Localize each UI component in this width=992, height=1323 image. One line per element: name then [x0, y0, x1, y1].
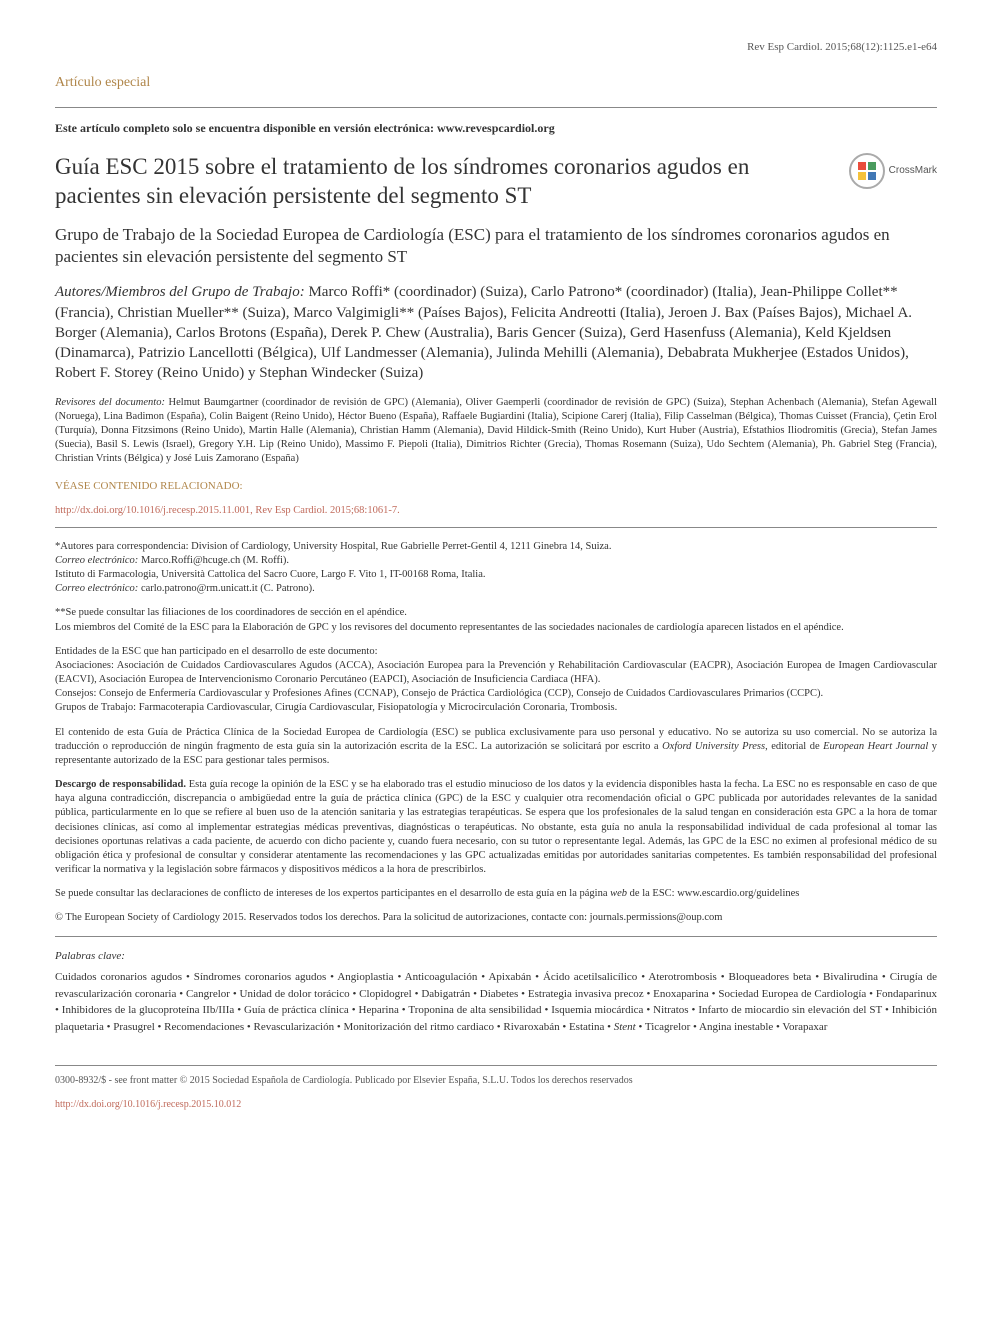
- reviewers-block: Revisores del documento: Helmut Baumgart…: [55, 396, 937, 467]
- crossmark-icon: [849, 153, 885, 189]
- authors-prefix: Autores/Miembros del Grupo de Trabajo:: [55, 284, 305, 300]
- disclaimer-text: Esta guía recoge la opinión de la ESC y …: [55, 779, 937, 875]
- content-notice-part4: European Heart Journal: [823, 741, 928, 752]
- authors-block: Autores/Miembros del Grupo de Trabajo: M…: [55, 282, 937, 383]
- entities-block: Entidades de la ESC que han participado …: [55, 645, 937, 716]
- affiliations-note: **Se puede consultar las filiaciones de …: [55, 606, 937, 634]
- disclaimer-label: Descargo de responsabilidad.: [55, 779, 186, 790]
- email-1[interactable]: Marco.Roffi@hcuge.ch (M. Roffi).: [138, 555, 289, 566]
- correspondence-address-2: Istituto di Farmacologia, Università Cat…: [55, 568, 937, 582]
- committee-note-text: Los miembros del Comité de la ESC para l…: [55, 621, 937, 635]
- coi-notice: Se puede consultar las declaraciones de …: [55, 887, 937, 901]
- article-title: Guía ESC 2015 sobre el tratamiento de lo…: [55, 153, 849, 211]
- coi-part1: Se puede consultar las declaraciones de …: [55, 888, 610, 899]
- title-row: Guía ESC 2015 sobre el tratamiento de lo…: [55, 153, 937, 211]
- divider: [55, 936, 937, 937]
- keywords-stent: Stent: [614, 1021, 636, 1033]
- keywords-part2: • Ticagrelor • Angina inestable • Vorapa…: [636, 1021, 828, 1033]
- working-groups-text: Grupos de Trabajo: Farmacoterapia Cardio…: [55, 701, 937, 715]
- coi-part3: de la ESC: www.escardio.org/guidelines: [627, 888, 799, 899]
- related-content-header: VÉASE CONTENIDO RELACIONADO:: [55, 479, 937, 494]
- content-notice: El contenido de esta Guía de Práctica Cl…: [55, 726, 937, 769]
- keywords-header: Palabras clave:: [55, 949, 937, 964]
- divider: [55, 107, 937, 108]
- correspondence-address-1: *Autores para correspondencia: Division …: [55, 540, 937, 554]
- footer-divider: [55, 1065, 937, 1066]
- footer-doi-link[interactable]: http://dx.doi.org/10.1016/j.recesp.2015.…: [55, 1099, 241, 1110]
- email-2[interactable]: carlo.patrono@rm.unicatt.it (C. Patrono)…: [138, 583, 314, 594]
- affil-note-text: **Se puede consultar las filiaciones de …: [55, 606, 937, 620]
- correspondence-block: *Autores para correspondencia: Division …: [55, 540, 937, 597]
- header-citation: Rev Esp Cardiol. 2015;68(12):1125.e1-e64: [55, 40, 937, 55]
- article-subtitle: Grupo de Trabajo de la Sociedad Europea …: [55, 224, 937, 268]
- electronic-version-note: Este artículo completo solo se encuentra…: [55, 120, 937, 137]
- crossmark-label: CrossMark: [889, 164, 937, 178]
- footer-issn: 0300-8932/$ - see front matter © 2015 So…: [55, 1074, 937, 1088]
- disclaimer-block: Descargo de responsabilidad. Esta guía r…: [55, 778, 937, 877]
- associations-text: Asociaciones: Asociación de Cuidados Car…: [55, 659, 937, 687]
- article-type: Artículo especial: [55, 73, 937, 93]
- footer: 0300-8932/$ - see front matter © 2015 So…: [55, 1065, 937, 1112]
- reviewers-list: Helmut Baumgartner (coordinador de revis…: [55, 397, 937, 465]
- keywords-list: Cuidados coronarios agudos • Síndromes c…: [55, 969, 937, 1035]
- reviewers-prefix: Revisores del documento:: [55, 397, 165, 408]
- coi-part2: web: [610, 888, 627, 899]
- content-notice-part2: Oxford University Press: [662, 741, 765, 752]
- email-label-1: Correo electrónico:: [55, 555, 138, 566]
- content-notice-part3: , editorial de: [765, 741, 823, 752]
- copyright-notice: © The European Society of Cardiology 201…: [55, 911, 937, 925]
- related-content-link[interactable]: http://dx.doi.org/10.1016/j.recesp.2015.…: [55, 504, 937, 519]
- entities-header: Entidades de la ESC que han participado …: [55, 645, 937, 659]
- email-label-2: Correo electrónico:: [55, 583, 138, 594]
- divider: [55, 527, 937, 528]
- crossmark-button[interactable]: CrossMark: [849, 153, 937, 189]
- councils-text: Consejos: Consejo de Enfermería Cardiova…: [55, 687, 937, 701]
